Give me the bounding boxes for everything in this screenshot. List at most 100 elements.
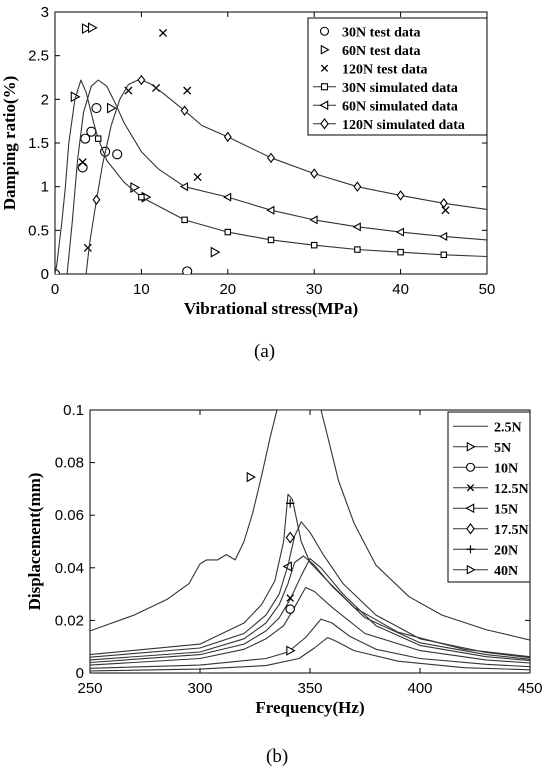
chart0-point xyxy=(210,246,221,258)
chart0-ytick-label: 0.5 xyxy=(28,222,49,239)
chart1-legend-marker xyxy=(466,545,475,554)
chart0-legend-box xyxy=(307,17,488,136)
chart0-legend-marker xyxy=(320,118,329,130)
chart1-x-axis-label: Frequency(Hz) xyxy=(255,698,364,717)
chart0-point xyxy=(397,248,404,256)
panel-a-caption: (a) xyxy=(254,341,275,362)
chart1-point xyxy=(285,604,295,614)
chart0-legend-label: 60N simulated data xyxy=(342,99,458,114)
chart1-legend-label: 5N xyxy=(494,441,511,456)
chart0-xtick-label: 10 xyxy=(133,281,150,298)
chart0-legend-marker xyxy=(320,44,330,55)
chart0-point xyxy=(179,182,189,192)
chart0-series-0 xyxy=(55,103,193,274)
chart1-legend-box xyxy=(447,411,531,583)
chart1-ytick-label: 0 xyxy=(76,665,84,682)
chart0-point xyxy=(267,236,275,244)
chart0-point xyxy=(78,158,87,167)
chart0-point xyxy=(193,173,202,182)
chart0-series-4 xyxy=(66,79,487,274)
chart0-point xyxy=(224,228,232,236)
chart1-series-2 xyxy=(90,586,530,666)
chart0-point xyxy=(439,198,448,209)
chart0-y-axis-label: Damping ratio(%) xyxy=(0,76,19,211)
chart1-legend-label: 10N xyxy=(494,461,518,476)
chart0-ytick-label: 0 xyxy=(41,266,49,283)
panel-b-caption: (b) xyxy=(266,746,288,767)
panel-b-chart: 250 300 350 400 450 0 0.02 0.04 0.06 0.08 0.1 Frequ… xyxy=(25,402,543,717)
chart0-point xyxy=(353,181,362,192)
chart0-point xyxy=(310,168,319,179)
chart1-legend-marker xyxy=(466,441,476,452)
chart1-legend-marker xyxy=(466,523,475,535)
chart1-legend-marker xyxy=(466,484,475,492)
chart0-point xyxy=(138,193,145,201)
chart1-legend-marker xyxy=(466,564,476,575)
chart1-point xyxy=(286,499,295,508)
chart1-series-line xyxy=(90,586,530,666)
chart1-xtick-label: 250 xyxy=(77,680,102,697)
chart1-plot-layer xyxy=(90,410,530,672)
chart1-xtick-label: 300 xyxy=(187,680,212,697)
chart0-legend-label: 30N test data xyxy=(342,25,421,40)
chart0-plot-layer xyxy=(55,22,487,274)
chart0-legend-label: 60N test data xyxy=(342,44,421,59)
chart0-point xyxy=(86,126,97,137)
chart0-point xyxy=(354,246,361,253)
chart1-series-line xyxy=(90,558,530,664)
chart0-x-axis-label: Vibrational stress(MPa) xyxy=(184,299,358,318)
chart1-point xyxy=(286,594,295,602)
chart0-point xyxy=(441,206,450,215)
chart1-series-7 xyxy=(90,410,530,641)
chart1-series-line xyxy=(90,618,530,669)
chart1-legend-marker xyxy=(465,503,475,514)
chart1-xtick-label: 450 xyxy=(517,680,542,697)
chart0-point xyxy=(440,251,448,259)
chart1-xtick-label: 350 xyxy=(297,680,322,697)
chart0-legend-label: 30N simulated data xyxy=(342,81,458,96)
chart0-legend-marker xyxy=(320,83,329,91)
chart0-xtick-label: 0 xyxy=(51,281,59,298)
chart0-legend-marker xyxy=(319,26,330,36)
chart0-point xyxy=(112,149,123,160)
chart0-point xyxy=(92,194,101,206)
chart1-ytick-label: 0.1 xyxy=(63,402,84,419)
chart0-point xyxy=(180,105,189,116)
chart1-y-axis-label: Displacement(mm) xyxy=(25,473,44,611)
chart0-point xyxy=(77,162,88,173)
chart0-point xyxy=(223,131,232,143)
chart1-series-line xyxy=(90,555,530,661)
chart0-series-line xyxy=(55,79,487,274)
chart1-legend-marker xyxy=(465,462,476,472)
chart1-ytick-label: 0.08 xyxy=(55,455,84,472)
chart0-point xyxy=(396,190,405,201)
chart0-legend-label: 120N simulated data xyxy=(342,118,465,133)
chart0-ytick-label: 3 xyxy=(41,4,49,21)
chart0-ytick-label: 2.5 xyxy=(28,48,49,65)
chart0-series-5 xyxy=(85,74,487,274)
chart1-point xyxy=(285,531,295,544)
chart1-ytick-label: 0.04 xyxy=(55,560,84,577)
chart1-ytick-label: 0.06 xyxy=(55,507,84,524)
chart0-xtick-label: 50 xyxy=(479,281,496,298)
chart0-point xyxy=(266,205,275,215)
chart0-legend-marker xyxy=(320,64,329,72)
chart0-point xyxy=(182,266,193,274)
chart0-xtick-label: 30 xyxy=(306,281,323,298)
chart0-legend: 30N test data 60N test data 120N test data… xyxy=(307,17,488,136)
chart1-series-line xyxy=(90,521,530,659)
chart0-legend-marker xyxy=(319,100,329,111)
chart0-point xyxy=(395,227,405,237)
chart0-point xyxy=(158,28,168,38)
chart0-point xyxy=(83,243,92,252)
chart0-point xyxy=(267,152,275,164)
chart0-xtick-label: 40 xyxy=(392,281,409,298)
chart1-point xyxy=(286,645,296,656)
chart1-legend-label: 40N xyxy=(494,564,518,579)
chart0-series-2 xyxy=(78,28,450,252)
chart0-ytick-label: 2 xyxy=(41,91,49,108)
chart1-legend: 2.5N 5N 10N 12.5N 15N 17.5N 20N 40N xyxy=(447,411,531,583)
chart1-series-5 xyxy=(90,521,530,659)
chart1-series-line xyxy=(90,636,530,672)
